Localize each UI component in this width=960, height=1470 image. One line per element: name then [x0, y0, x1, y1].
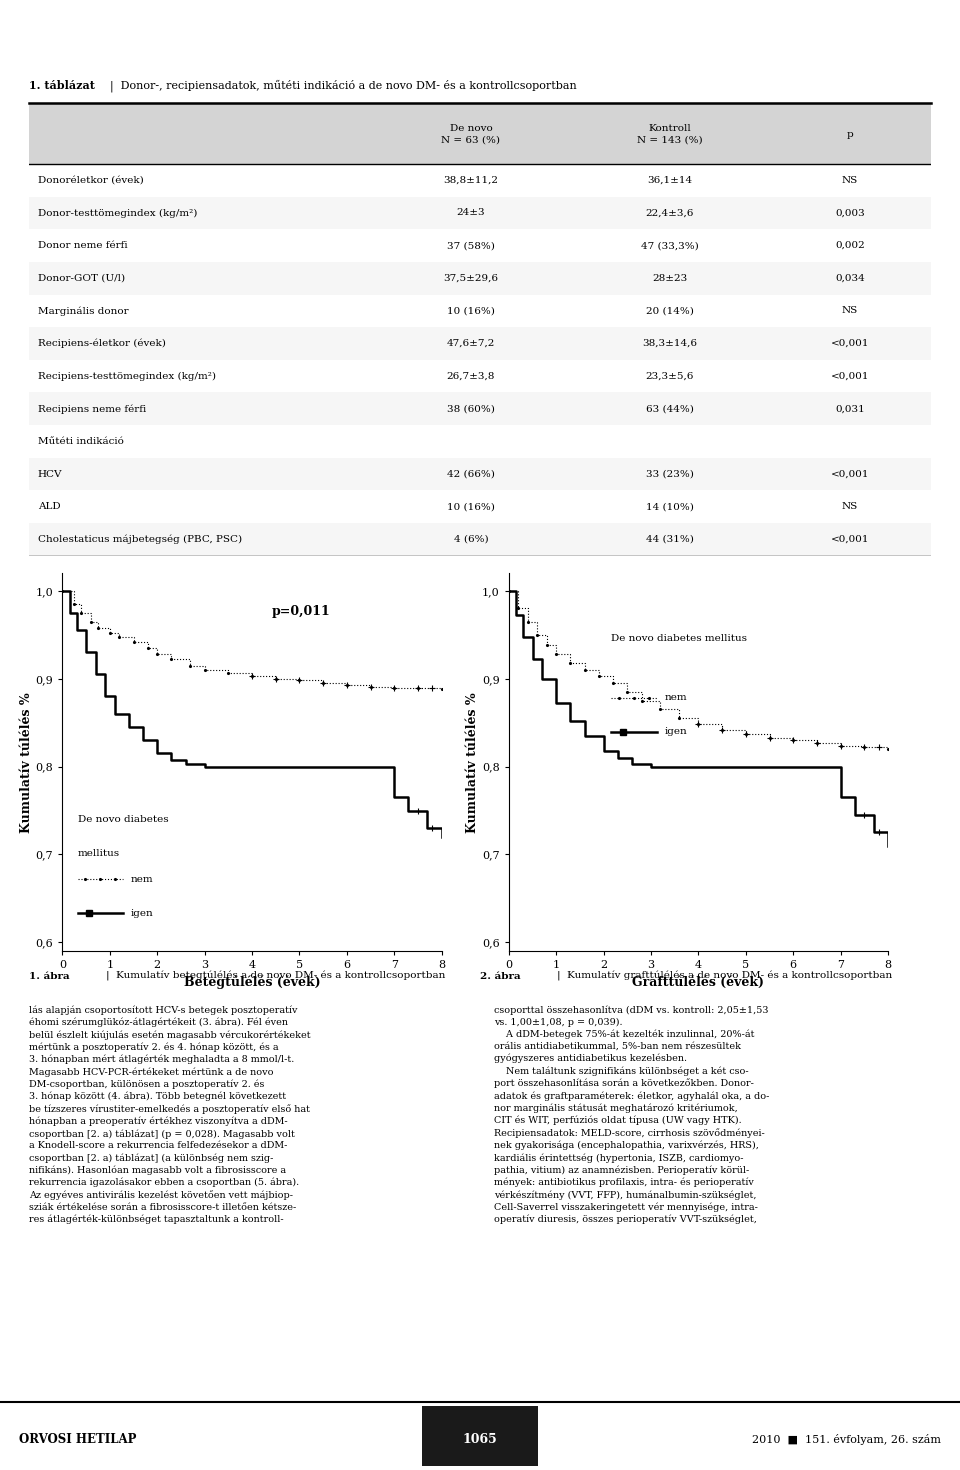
Text: NS: NS	[842, 503, 858, 512]
Text: 63 (44%): 63 (44%)	[645, 404, 693, 413]
Text: 0,003: 0,003	[835, 209, 865, 218]
Bar	[29, 360, 931, 392]
Text: NS: NS	[842, 306, 858, 316]
Text: 22,4±3,6: 22,4±3,6	[645, 209, 694, 218]
Text: 44 (31%): 44 (31%)	[645, 535, 693, 544]
Text: 42 (66%): 42 (66%)	[447, 469, 495, 479]
Text: 14 (10%): 14 (10%)	[645, 503, 693, 512]
Text: csoporttal összehasonlítva (dDM vs. kontroll: 2,05±1,53
vs. 1,00±1,08, p = 0,039: csoporttal összehasonlítva (dDM vs. kont…	[494, 1005, 770, 1225]
Text: igen: igen	[664, 728, 687, 736]
Text: |  Kumulatív betegtúlélés a de novo DM- és a kontrollcsoportban: | Kumulatív betegtúlélés a de novo DM- é…	[106, 972, 444, 980]
Text: 37 (58%): 37 (58%)	[447, 241, 495, 250]
Text: 38 (60%): 38 (60%)	[447, 404, 495, 413]
Text: |  Kumulatív grafttúlélés a de novo DM- és a kontrollcsoportban: | Kumulatív grafttúlélés a de novo DM- é…	[557, 972, 892, 980]
Bar	[29, 392, 931, 425]
Text: 0,002: 0,002	[835, 241, 865, 250]
Text: 1. táblázat: 1. táblázat	[29, 79, 95, 91]
Text: NS: NS	[842, 176, 858, 185]
Bar	[29, 165, 931, 197]
Text: 26,7±3,8: 26,7±3,8	[446, 372, 495, 381]
Text: p: p	[847, 129, 853, 140]
Text: lás alapján csoportosított HCV-s betegek posztoperatív
éhomi szérumglükóz-átlagé: lás alapján csoportosított HCV-s betegek…	[29, 1005, 310, 1225]
Text: 24±3: 24±3	[457, 209, 486, 218]
Text: <0,001: <0,001	[830, 535, 869, 544]
Text: Donor-testtömegindex (kg/m²): Donor-testtömegindex (kg/m²)	[37, 209, 197, 218]
Y-axis label: Kumulatív túlélés %: Kumulatív túlélés %	[467, 692, 479, 832]
Text: <0,001: <0,001	[830, 372, 869, 381]
Text: Recipiens-testtömegindex (kg/m²): Recipiens-testtömegindex (kg/m²)	[37, 372, 216, 381]
Text: p=0,011: p=0,011	[272, 604, 330, 617]
Text: 28±23: 28±23	[652, 273, 687, 282]
Text: |  Donor-, recipiensadatok, műtéti indikáció a de novo DM- és a kontrollcsoportb: | Donor-, recipiensadatok, műtéti indiká…	[110, 79, 577, 91]
Text: HCV: HCV	[37, 469, 62, 479]
Text: 2010  ■  151. évfolyam, 26. szám: 2010 ■ 151. évfolyam, 26. szám	[752, 1433, 941, 1445]
Bar	[29, 103, 931, 165]
Text: De novo
N = 63 (%): De novo N = 63 (%)	[442, 123, 500, 146]
Text: 0,031: 0,031	[835, 404, 865, 413]
Text: 23,3±5,6: 23,3±5,6	[645, 372, 694, 381]
Text: 37,5±29,6: 37,5±29,6	[444, 273, 498, 282]
Text: <0,001: <0,001	[830, 340, 869, 348]
Bar	[29, 262, 931, 294]
Bar	[29, 294, 931, 328]
Bar	[29, 457, 931, 491]
Text: 36,1±14: 36,1±14	[647, 176, 692, 185]
Text: 20 (14%): 20 (14%)	[645, 306, 693, 316]
Text: nem: nem	[131, 875, 154, 883]
Text: ORVOSI HETILAP: ORVOSI HETILAP	[19, 1433, 136, 1445]
Text: 0,034: 0,034	[835, 273, 865, 282]
Text: 2. ábra: 2. ábra	[480, 972, 520, 980]
Text: 38,3±14,6: 38,3±14,6	[642, 340, 697, 348]
Text: mellitus: mellitus	[78, 850, 120, 858]
Text: Műtéti indikáció: Műtéti indikáció	[37, 437, 124, 445]
Text: 47 (33,3%): 47 (33,3%)	[640, 241, 698, 250]
Bar	[29, 197, 931, 229]
Bar	[29, 229, 931, 262]
Text: <0,001: <0,001	[830, 469, 869, 479]
Text: 38,8±11,2: 38,8±11,2	[444, 176, 498, 185]
Text: ALD: ALD	[37, 503, 60, 512]
Text: Cholestaticus májbetegség (PBC, PSC): Cholestaticus májbetegség (PBC, PSC)	[37, 535, 242, 544]
Text: De novo diabetes: De novo diabetes	[78, 814, 168, 825]
Text: Donoréletkor (évek): Donoréletkor (évek)	[37, 176, 144, 185]
Text: igen: igen	[131, 908, 154, 917]
X-axis label: Betegtúlélés (évek): Betegtúlélés (évek)	[183, 976, 321, 989]
Text: nem: nem	[664, 694, 687, 703]
Bar	[29, 328, 931, 360]
Text: KLINIKAI TANULMÁNYOK: KLINIKAI TANULMÁNYOK	[345, 22, 615, 40]
Text: Donor-GOT (U/l): Donor-GOT (U/l)	[37, 273, 125, 282]
Text: Kontroll
N = 143 (%): Kontroll N = 143 (%)	[636, 123, 703, 146]
Text: 1. ábra: 1. ábra	[29, 972, 69, 980]
Text: 47,6±7,2: 47,6±7,2	[446, 340, 495, 348]
Text: 33 (23%): 33 (23%)	[645, 469, 693, 479]
Text: Recipiens neme férfi: Recipiens neme férfi	[37, 404, 146, 413]
Text: 10 (16%): 10 (16%)	[447, 503, 495, 512]
Text: Marginális donor: Marginális donor	[37, 306, 129, 316]
Text: 10 (16%): 10 (16%)	[447, 306, 495, 316]
Y-axis label: Kumulatív túlélés %: Kumulatív túlélés %	[20, 692, 33, 832]
Bar	[29, 491, 931, 523]
Text: 1065: 1065	[463, 1433, 497, 1445]
Text: Recipiens-életkor (évek): Recipiens-életkor (évek)	[37, 338, 166, 348]
Bar	[29, 425, 931, 457]
Text: De novo diabetes mellitus: De novo diabetes mellitus	[612, 634, 747, 642]
Bar	[422, 1405, 538, 1467]
Text: 4 (6%): 4 (6%)	[454, 535, 489, 544]
X-axis label: Grafttúlélés (évek): Grafttúlélés (évek)	[633, 976, 764, 989]
Text: Donor neme férfi: Donor neme férfi	[37, 241, 128, 250]
Bar	[29, 523, 931, 556]
